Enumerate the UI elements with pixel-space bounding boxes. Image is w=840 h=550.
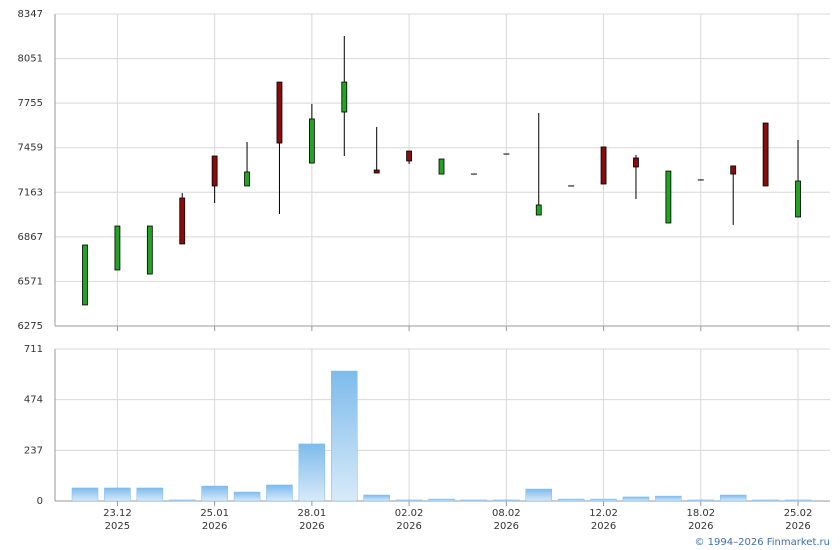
x-tick-year: 2026 bbox=[688, 521, 713, 532]
volume-bar bbox=[655, 495, 682, 502]
volume-bar bbox=[428, 498, 455, 502]
candle-body bbox=[600, 146, 607, 185]
y-tick-label: 8051 bbox=[18, 54, 43, 65]
volume-bar bbox=[363, 494, 390, 502]
candle-body bbox=[114, 225, 121, 271]
candle-body bbox=[535, 204, 542, 216]
candle-body bbox=[146, 225, 153, 275]
candle-body bbox=[406, 150, 413, 162]
volume-bar bbox=[460, 499, 488, 502]
x-tick-label: 28.01 bbox=[298, 508, 327, 519]
x-tick-label: 23.12 bbox=[103, 508, 132, 519]
candle-body bbox=[308, 118, 315, 164]
candle-body bbox=[762, 122, 769, 187]
candle-body bbox=[244, 171, 250, 187]
y-tick-label: 7459 bbox=[18, 143, 43, 154]
volume-bar bbox=[201, 485, 228, 502]
y-tick-label: 7755 bbox=[18, 98, 43, 109]
x-tick-year: 2026 bbox=[494, 521, 519, 532]
x-tick-year: 2026 bbox=[202, 521, 227, 532]
candle-body bbox=[438, 158, 445, 175]
y-tick-label: 237 bbox=[24, 445, 43, 456]
y-tick-label: 7163 bbox=[18, 187, 43, 198]
volume-bar bbox=[71, 487, 99, 502]
volume-bar bbox=[298, 443, 326, 502]
volume-bar bbox=[784, 499, 812, 502]
candle-body bbox=[665, 170, 672, 224]
x-tick-label: 02.02 bbox=[395, 508, 424, 519]
candle-body bbox=[211, 155, 218, 187]
y-tick-label: 474 bbox=[24, 395, 43, 406]
y-tick-label: 711 bbox=[24, 344, 43, 355]
x-tick-label: 25.02 bbox=[784, 508, 813, 519]
x-tick-year: 2025 bbox=[105, 521, 130, 532]
x-tick-label: 25.01 bbox=[200, 508, 229, 519]
volume-bar bbox=[104, 487, 131, 502]
candle-body bbox=[341, 81, 348, 113]
volume-bar bbox=[136, 487, 164, 502]
volume-bar bbox=[590, 498, 617, 502]
x-tick-year: 2026 bbox=[591, 521, 616, 532]
y-tick-label: 8347 bbox=[18, 9, 43, 20]
volume-bar bbox=[168, 499, 196, 502]
x-tick-label: 12.02 bbox=[589, 508, 618, 519]
candle-body bbox=[730, 165, 737, 175]
volume-bar bbox=[395, 499, 423, 502]
candle-body bbox=[373, 169, 380, 174]
x-tick-year: 2026 bbox=[785, 521, 810, 532]
x-tick-year: 2026 bbox=[299, 521, 324, 532]
candle-body bbox=[82, 244, 88, 306]
candle-body bbox=[276, 81, 283, 144]
volume-bar bbox=[266, 484, 293, 502]
x-tick-label: 18.02 bbox=[686, 508, 715, 519]
volume-bar bbox=[752, 499, 779, 502]
x-tick-year: 2026 bbox=[396, 521, 421, 532]
y-tick-label: 0 bbox=[37, 496, 43, 507]
y-tick-label: 6275 bbox=[18, 321, 43, 332]
volume-bar bbox=[493, 499, 520, 502]
volume-bar bbox=[719, 494, 747, 502]
volume-bar bbox=[331, 370, 358, 502]
candle-body bbox=[179, 197, 186, 245]
candle-body bbox=[795, 180, 801, 218]
credit: © 1994–2026 Finmarket.ru bbox=[694, 537, 830, 548]
volume-bar bbox=[525, 488, 552, 502]
candle-body bbox=[633, 157, 639, 168]
volume-bar bbox=[622, 496, 650, 502]
volume-bar bbox=[557, 498, 585, 502]
x-tick-label: 08.02 bbox=[492, 508, 521, 519]
y-tick-label: 6867 bbox=[18, 232, 43, 243]
volume-bar bbox=[233, 491, 261, 502]
y-tick-label: 6571 bbox=[18, 276, 43, 287]
volume-bar bbox=[687, 499, 715, 502]
